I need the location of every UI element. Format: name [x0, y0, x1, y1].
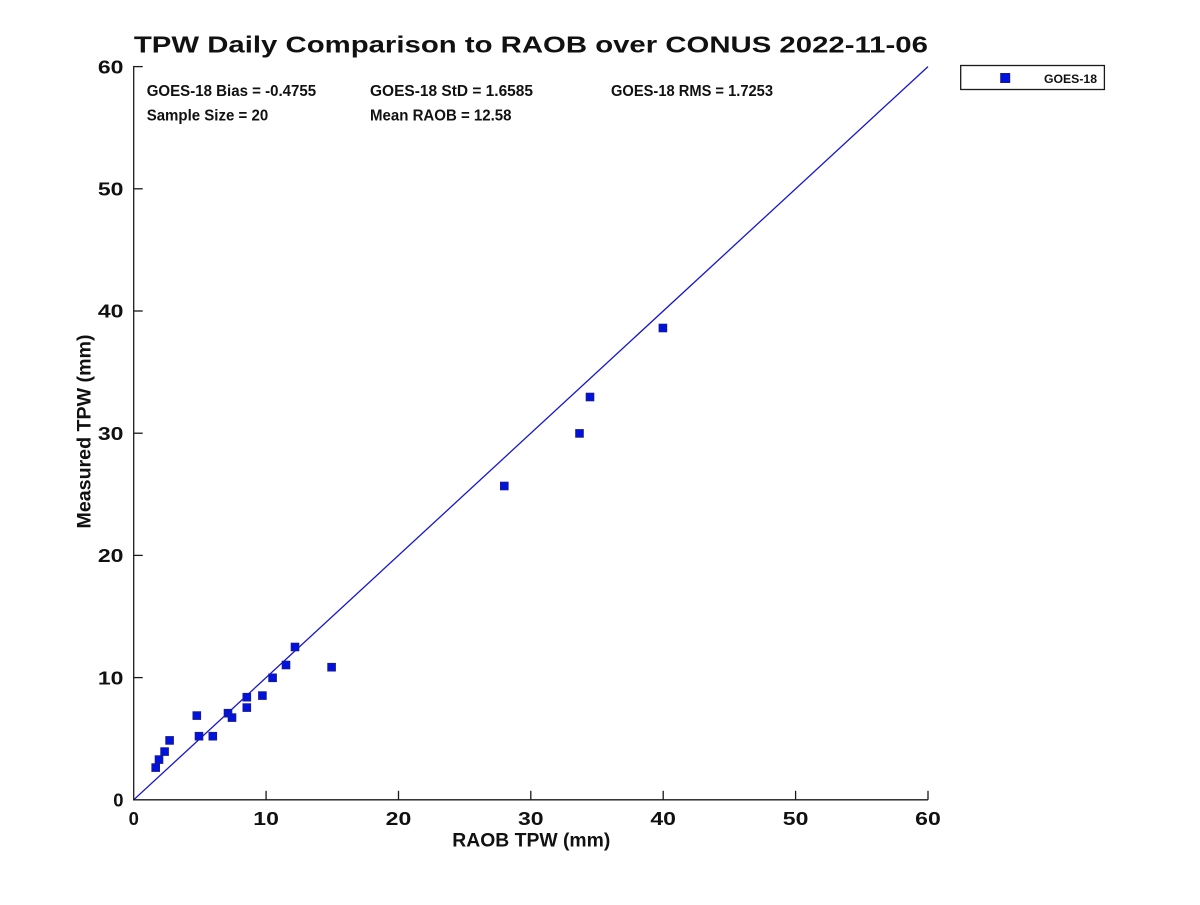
svg-text:30: 30	[98, 423, 124, 444]
svg-text:RAOB TPW (mm): RAOB TPW (mm)	[452, 830, 610, 852]
svg-text:10: 10	[253, 808, 279, 829]
svg-text:0: 0	[113, 790, 123, 811]
svg-text:GOES-18 Bias = -0.4755: GOES-18 Bias = -0.4755	[147, 83, 317, 100]
svg-text:40: 40	[650, 808, 676, 829]
svg-text:0: 0	[129, 808, 139, 829]
svg-text:GOES-18: GOES-18	[1044, 72, 1097, 86]
svg-text:TPW Daily Comparison to RAOB o: TPW Daily Comparison to RAOB over CONUS …	[134, 32, 928, 58]
svg-text:Sample Size = 20: Sample Size = 20	[147, 108, 269, 125]
svg-text:GOES-18 RMS = 1.7253: GOES-18 RMS = 1.7253	[611, 83, 773, 100]
svg-text:40: 40	[98, 301, 124, 322]
svg-text:30: 30	[518, 808, 544, 829]
svg-text:50: 50	[783, 808, 809, 829]
svg-text:GOES-18 StD = 1.6585: GOES-18 StD = 1.6585	[370, 83, 533, 100]
svg-text:Mean RAOB = 12.58: Mean RAOB = 12.58	[370, 108, 512, 125]
svg-text:20: 20	[386, 808, 412, 829]
svg-text:60: 60	[915, 808, 941, 829]
svg-text:10: 10	[98, 667, 124, 688]
svg-text:50: 50	[98, 179, 124, 200]
svg-text:20: 20	[98, 545, 124, 566]
svg-text:60: 60	[98, 56, 124, 77]
svg-text:Measured TPW (mm): Measured TPW (mm)	[74, 335, 96, 529]
